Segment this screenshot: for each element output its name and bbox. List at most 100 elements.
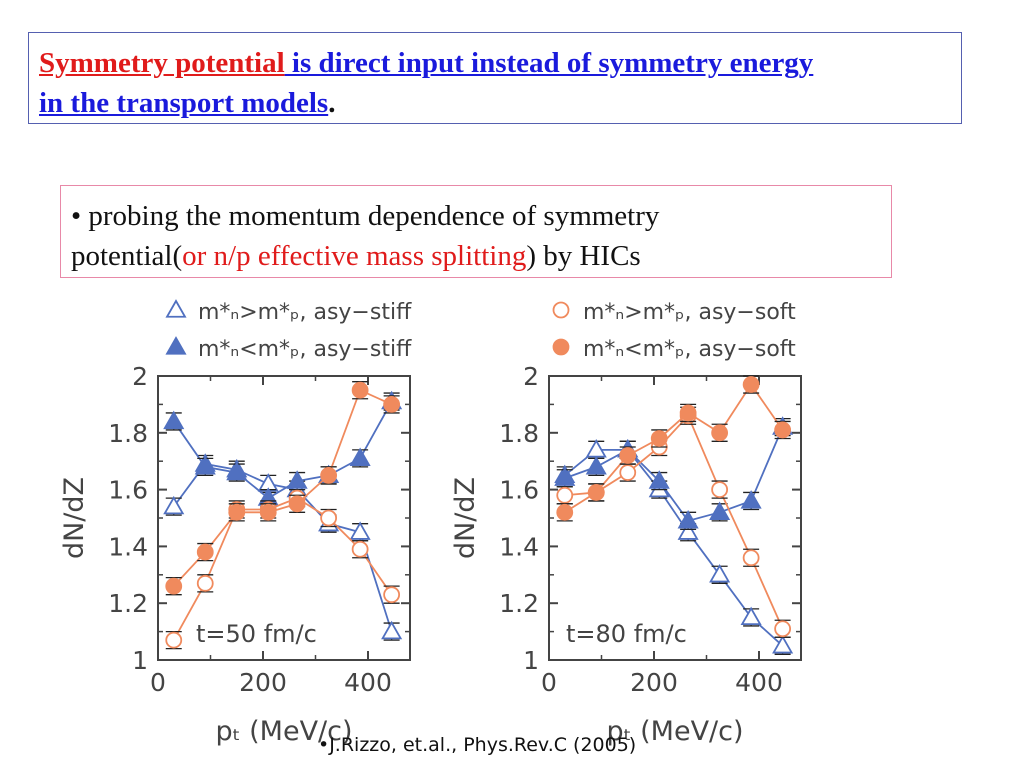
- data-point: [228, 503, 246, 521]
- series-line: [173, 388, 392, 587]
- x-tick-label: 200: [630, 668, 678, 697]
- x-axis-label: pₜ (MeV/c): [606, 716, 743, 747]
- data-point: [585, 456, 607, 475]
- series-line: [172, 497, 393, 641]
- data-point: [709, 501, 731, 520]
- legend-entry: m*ₙ>m*ₚ, asy−soft: [552, 300, 796, 325]
- y-tick-label: 1.6: [499, 476, 539, 505]
- title-highlight: Symmetry potential: [39, 47, 285, 79]
- data-point: [774, 421, 792, 439]
- y-axis-label: dN/dZ: [450, 477, 481, 559]
- title-rest-2: in the transport models: [39, 87, 329, 119]
- legend-label: m*ₙ>m*ₚ, asy−stiff: [198, 300, 412, 325]
- data-point: [383, 586, 401, 604]
- data-point: [740, 606, 762, 626]
- bullet-box: • probing the momentum dependence of sym…: [60, 185, 892, 278]
- data-point: [320, 509, 338, 527]
- data-point: [163, 495, 185, 515]
- time-annotation: t=80 fm/c: [566, 620, 687, 648]
- y-tick-label: 1.2: [499, 589, 539, 618]
- y-tick-label: 1.8: [108, 419, 148, 448]
- y-tick-label: 1: [132, 646, 148, 675]
- y-tick-label: 2: [523, 362, 539, 391]
- data-point: [587, 484, 605, 501]
- y-tick-label: 1.4: [108, 532, 148, 561]
- data-point: [585, 439, 607, 458]
- legend-label: m*ₙ<m*ₚ, asy−stiff: [198, 337, 412, 362]
- x-tick-label: 0: [150, 668, 166, 697]
- legend-label: m*ₙ>m*ₚ, asy−soft: [583, 300, 796, 325]
- data-point: [679, 404, 697, 422]
- data-point: [742, 549, 760, 567]
- data-point: [619, 447, 637, 464]
- legend-entry: m*ₙ<m*ₚ, asy−soft: [552, 337, 796, 362]
- plot-frame: [548, 375, 802, 661]
- legend-marker: [552, 338, 570, 356]
- data-point: [648, 470, 670, 489]
- legend-entry: m*ₙ>m*ₚ, asy−stiff: [165, 299, 412, 325]
- x-tick-label: 0: [541, 668, 557, 697]
- data-point: [381, 620, 403, 640]
- legend-marker: [165, 299, 187, 318]
- data-point: [351, 381, 369, 399]
- data-point: [677, 521, 699, 540]
- data-point: [194, 456, 216, 475]
- x-axis-label: pₜ (MeV/c): [215, 716, 352, 747]
- bullet-line-2a: potential(: [71, 240, 183, 272]
- y-tick-label: 1.6: [108, 476, 148, 505]
- plot-frame: [157, 375, 411, 661]
- series-circle-filled: [165, 381, 401, 596]
- data-point: [709, 563, 731, 583]
- legend-label: m*ₙ<m*ₚ, asy−soft: [583, 337, 796, 362]
- legend-entry: m*ₙ<m*ₚ, asy−stiff: [165, 336, 412, 362]
- y-axis-label: dN/dZ: [59, 477, 90, 559]
- data-point: [556, 486, 574, 504]
- data-point: [711, 481, 729, 499]
- data-point: [196, 543, 214, 561]
- data-point: [650, 430, 668, 447]
- data-point: [226, 461, 248, 481]
- y-tick-label: 1.8: [499, 419, 539, 448]
- data-point: [556, 503, 574, 521]
- x-tick-label: 200: [239, 668, 287, 697]
- chart-panel-2: 1 1.2 1.4 1.6 1.8 2 0 200 400 pₜ (MeV/c) dN/dZ t=80…: [450, 300, 802, 747]
- data-point: [320, 466, 338, 484]
- data-point: [286, 470, 308, 489]
- y-tick-label: 1.4: [499, 532, 539, 561]
- data-point: [349, 447, 371, 467]
- data-point: [351, 540, 369, 558]
- data-point: [740, 490, 762, 509]
- series-circle-open: [165, 488, 401, 650]
- x-tick-label: 400: [735, 668, 783, 697]
- series-triangle-filled: [554, 416, 794, 531]
- x-tick-label: 400: [344, 668, 392, 697]
- data-point: [554, 467, 576, 486]
- legend-marker: [552, 301, 570, 319]
- data-point: [742, 376, 760, 393]
- data-point: [619, 464, 637, 481]
- data-point: [349, 521, 371, 540]
- title-period: .: [328, 87, 336, 119]
- chart-panel-1: 1 1.2 1.4 1.6 1.8 2 0 200 400 pₜ (MeV/c) dN/dZ t=50…: [59, 299, 412, 747]
- y-tick-label: 1.2: [108, 589, 148, 618]
- bullet-line-2b: ) by HICs: [526, 240, 641, 272]
- slide-title: Symmetry potential is direct input inste…: [28, 32, 962, 124]
- bullet-highlight: or n/p effective mass splitting: [182, 240, 527, 272]
- citation: •J.Rizzo, et.al., Phys.Rev.C (2005): [318, 734, 637, 756]
- data-point: [288, 495, 306, 513]
- data-point: [711, 424, 729, 442]
- data-point: [165, 631, 183, 649]
- data-point: [196, 574, 214, 592]
- title-rest-1: is direct input instead of symmetry ener…: [284, 47, 814, 79]
- data-point: [383, 395, 401, 413]
- series-circle-filled: [556, 375, 792, 522]
- series-triangle-filled: [163, 390, 403, 508]
- y-tick-label: 1: [523, 646, 539, 675]
- bullet-line-1: • probing the momentum dependence of sym…: [71, 200, 660, 232]
- data-point: [774, 620, 792, 638]
- y-tick-label: 2: [132, 362, 148, 391]
- data-point: [165, 577, 183, 595]
- data-point: [259, 503, 277, 521]
- time-annotation: t=50 fm/c: [196, 620, 317, 648]
